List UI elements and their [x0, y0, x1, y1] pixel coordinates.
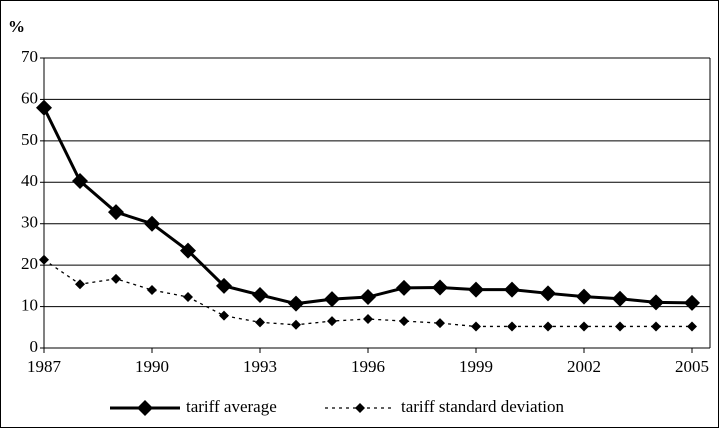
marker: [219, 310, 229, 321]
marker: [111, 273, 121, 284]
y-tick-label: 70: [21, 47, 38, 66]
legend-label: tariff average: [186, 397, 277, 416]
legend-marker: [355, 403, 365, 413]
series-line: [42, 107, 693, 306]
legend-marker: [137, 400, 153, 416]
marker: [291, 319, 301, 330]
marker: [651, 321, 661, 332]
marker: [255, 317, 265, 328]
marker: [432, 279, 448, 296]
marker: [39, 254, 49, 265]
y-tick-label: 40: [21, 171, 38, 190]
marker: [471, 321, 481, 332]
marker: [180, 242, 196, 259]
marker: [360, 289, 376, 306]
y-tick-label: 60: [21, 88, 38, 107]
x-tick-label: 1993: [243, 357, 277, 376]
marker: [363, 314, 373, 324]
marker: [72, 173, 88, 190]
marker: [324, 291, 340, 308]
marker: [396, 279, 412, 296]
x-tick-label: 1990: [135, 357, 169, 376]
marker: [108, 204, 124, 221]
y-tick-label: 20: [21, 254, 38, 273]
marker: [183, 292, 193, 303]
x-tick-label: 1987: [27, 357, 62, 376]
marker: [504, 281, 520, 298]
marker: [147, 285, 157, 295]
marker: [507, 321, 517, 332]
y-axis-label: %: [8, 17, 25, 36]
marker: [687, 321, 697, 332]
marker: [576, 288, 592, 305]
marker: [75, 279, 85, 290]
x-tick-label: 1999: [459, 357, 493, 376]
marker: [612, 290, 628, 307]
marker: [288, 295, 304, 312]
marker: [468, 281, 484, 298]
y-tick-label: 0: [30, 337, 39, 356]
y-tick-label: 10: [21, 295, 38, 314]
marker: [684, 294, 700, 311]
marker: [252, 286, 268, 303]
marker: [648, 294, 664, 311]
marker: [615, 321, 625, 332]
y-tick-label: 30: [21, 213, 38, 232]
marker: [543, 321, 553, 332]
marker: [216, 277, 232, 294]
marker: [399, 316, 409, 327]
y-tick-label: 50: [21, 130, 38, 149]
legend-label: tariff standard deviation: [401, 397, 565, 416]
x-tick-label: 1996: [351, 357, 385, 376]
marker: [327, 316, 337, 327]
marker: [36, 99, 52, 116]
marker: [435, 318, 445, 329]
marker: [144, 215, 160, 232]
x-tick-label: 2005: [675, 357, 709, 376]
marker: [579, 321, 589, 332]
marker: [540, 285, 556, 302]
x-tick-label: 2002: [567, 357, 601, 376]
